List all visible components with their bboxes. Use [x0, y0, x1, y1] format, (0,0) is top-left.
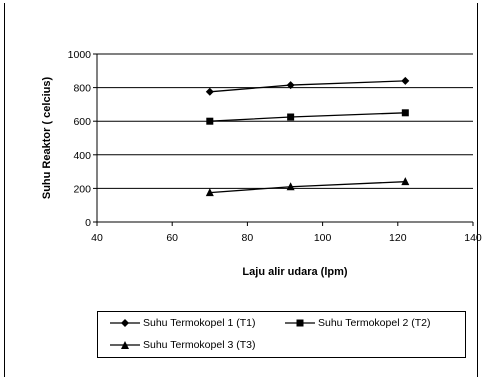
x-tick-label-0: 40	[91, 232, 103, 244]
x-tick-label-5: 140	[464, 232, 482, 244]
y-tick-label-2: 400	[73, 150, 91, 162]
data-point-s1-2	[286, 81, 295, 90]
gridlines	[97, 53, 473, 189]
x-tick-label-4: 120	[389, 232, 407, 244]
legend-item-t1: Suhu Termokopel 1 (T1)	[110, 317, 255, 329]
triangle-marker-icon	[110, 341, 140, 349]
data-point-s1-1	[205, 87, 214, 96]
x-tick-label-3: 100	[314, 232, 332, 244]
data-point-s3-2	[286, 182, 295, 191]
data-point-s3-1	[205, 188, 214, 197]
y-tick-label-0: 0	[85, 217, 91, 229]
series-1	[205, 76, 410, 96]
legend-label-t1: Suhu Termokopel 1 (T1)	[143, 317, 256, 329]
diamond-marker-icon	[110, 319, 140, 327]
chart-frame	[4, 3, 478, 377]
legend-item-t3: Suhu Termokopel 3 (T3)	[110, 339, 255, 351]
series-line-2	[209, 112, 406, 122]
y-tick-label-1: 200	[73, 183, 91, 195]
legend: Suhu Termokopel 1 (T1) Suhu Termokopel 2…	[97, 311, 466, 358]
series-line-3	[209, 181, 406, 194]
y-tick-label-5: 1000	[68, 49, 92, 61]
data-point-s2-3	[401, 109, 409, 117]
x-tick-label-1: 60	[166, 232, 178, 244]
data-point-s1-3	[401, 76, 410, 85]
series-group	[205, 76, 410, 197]
series-3	[205, 177, 410, 197]
legend-label-t3: Suhu Termokopel 3 (T3)	[143, 339, 256, 351]
data-point-s2-2	[287, 113, 295, 121]
square-marker-icon	[285, 319, 315, 327]
legend-item-t2: Suhu Termokopel 2 (T2)	[285, 317, 430, 329]
tick-labels: 0 200 400 600 800 1000 40 60 80 100 120 140	[68, 49, 482, 244]
x-axis-label: Laju alir udara (lpm)	[242, 266, 347, 278]
y-tick-label-3: 600	[73, 116, 91, 128]
series-line-1	[209, 80, 406, 93]
series-2	[206, 109, 409, 125]
data-point-s3-3	[401, 177, 410, 186]
y-axis-label: Suhu Reaktor ( celcius)	[41, 77, 53, 200]
legend-label-t2: Suhu Termokopel 2 (T2)	[318, 317, 431, 329]
y-tick-label-4: 800	[73, 83, 91, 95]
data-point-s2-1	[206, 117, 214, 125]
axes	[93, 53, 474, 226]
x-tick-label-2: 80	[242, 232, 254, 244]
